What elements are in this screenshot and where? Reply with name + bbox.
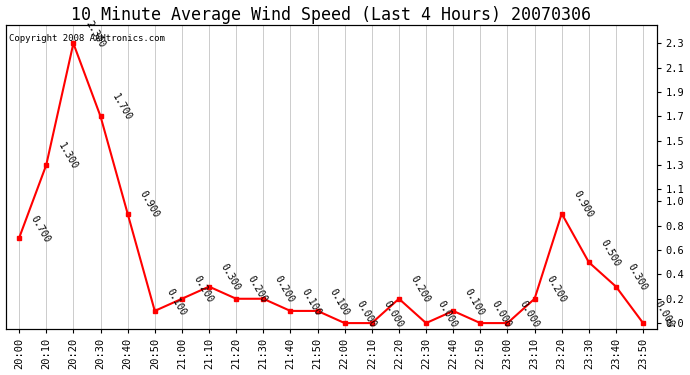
- Text: 0.300: 0.300: [626, 262, 649, 293]
- Text: 0.200: 0.200: [408, 274, 432, 305]
- Text: 2.300: 2.300: [83, 19, 106, 50]
- Text: 0.200: 0.200: [544, 274, 568, 305]
- Text: 0.200: 0.200: [246, 274, 269, 305]
- Text: 0.900: 0.900: [571, 189, 595, 220]
- Text: 0.700: 0.700: [29, 214, 52, 244]
- Text: 0.000: 0.000: [518, 299, 540, 329]
- Text: 1.300: 1.300: [56, 141, 79, 171]
- Text: 0.100: 0.100: [164, 286, 188, 317]
- Text: 0.300: 0.300: [219, 262, 242, 293]
- Text: 0.100: 0.100: [300, 286, 324, 317]
- Text: Copyright 2008 AAHtronics.com: Copyright 2008 AAHtronics.com: [9, 34, 165, 43]
- Text: 0.000: 0.000: [355, 299, 377, 329]
- Title: 10 Minute Average Wind Speed (Last 4 Hours) 20070306: 10 Minute Average Wind Speed (Last 4 Hou…: [71, 6, 591, 24]
- Text: 0.200: 0.200: [192, 274, 215, 305]
- Text: 0.100: 0.100: [463, 286, 486, 317]
- Text: 0.000: 0.000: [382, 299, 405, 329]
- Text: 0.000: 0.000: [653, 299, 676, 329]
- Text: 0.100: 0.100: [327, 286, 351, 317]
- Text: 0.000: 0.000: [490, 299, 513, 329]
- Text: 0.500: 0.500: [598, 238, 622, 268]
- Text: 0.000: 0.000: [436, 299, 459, 329]
- Text: 1.700: 1.700: [110, 92, 134, 123]
- Text: 0.900: 0.900: [137, 189, 161, 220]
- Text: 0.200: 0.200: [273, 274, 297, 305]
